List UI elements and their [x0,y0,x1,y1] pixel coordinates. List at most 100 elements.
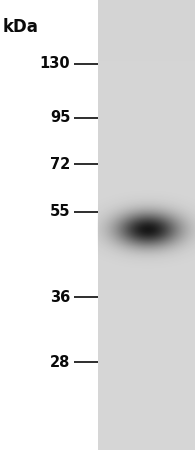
Bar [98,108,195,110]
Bar [98,60,195,63]
Bar [98,402,195,405]
Bar [98,198,195,200]
Bar [98,346,195,349]
Bar [98,65,195,68]
Bar [98,429,195,432]
Bar [98,308,195,310]
Bar [98,193,195,196]
Bar [98,63,195,65]
Bar [98,20,195,22]
Bar [98,153,195,155]
Bar [98,409,195,412]
Bar [98,236,195,238]
Bar [98,279,195,281]
Bar [98,373,195,376]
Bar [98,290,195,292]
Bar [98,76,195,79]
Bar [98,371,195,373]
Bar [98,384,195,387]
Bar [98,83,195,86]
Bar [98,243,195,245]
Bar [98,389,195,392]
Bar [98,180,195,182]
Bar [98,173,195,176]
Bar [98,81,195,83]
Bar [98,189,195,191]
Bar [98,312,195,315]
Bar [98,31,195,34]
Bar [98,45,195,47]
Bar [98,216,195,218]
Bar [98,274,195,277]
Bar [98,294,195,297]
Bar [98,126,195,128]
Text: 72: 72 [50,157,70,172]
Bar [98,119,195,122]
Bar [98,267,195,270]
Bar [98,92,195,94]
Bar [98,225,195,227]
Bar [98,375,195,378]
Bar [98,58,195,61]
Bar [98,420,195,423]
Bar [98,204,195,207]
Bar [98,272,195,274]
Bar [98,418,195,421]
Bar [98,285,195,288]
Bar [98,252,195,254]
Bar [98,184,195,187]
Bar [98,18,195,20]
Bar [98,398,195,400]
Bar [98,6,195,9]
Bar [98,200,195,202]
Bar [98,249,195,252]
Bar [98,364,195,367]
Bar [98,434,195,436]
Bar [98,29,195,32]
Bar [98,162,195,164]
Bar [98,261,195,263]
Bar [98,297,195,299]
Bar [98,366,195,369]
Bar [98,227,195,230]
Bar [98,202,195,205]
Bar [98,292,195,295]
Bar [98,49,195,52]
Bar [98,155,195,157]
Bar [98,105,195,108]
Bar [98,128,195,130]
Bar [98,335,195,338]
Bar [98,213,195,216]
Bar [98,351,195,353]
Bar [98,177,195,180]
Bar [98,36,195,38]
Bar [98,132,195,135]
Bar [98,99,195,101]
Bar [98,416,195,418]
Text: 95: 95 [50,110,70,126]
Bar [98,427,195,430]
Bar [98,0,195,2]
Text: kDa: kDa [3,18,39,36]
Bar [98,310,195,313]
Bar [98,360,195,362]
Bar [98,175,195,178]
Bar [98,220,195,223]
Bar [98,315,195,317]
Bar [98,400,195,403]
Bar [98,85,195,88]
Bar [98,114,195,117]
Bar [98,436,195,439]
Bar [98,117,195,119]
Text: 36: 36 [50,289,70,305]
Bar [98,396,195,398]
Bar [98,258,195,261]
Bar [98,159,195,162]
Bar [98,150,195,153]
Bar [98,238,195,241]
Bar [98,27,195,29]
Bar [98,425,195,427]
Bar [98,11,195,14]
Bar [98,135,195,137]
Bar [98,303,195,306]
